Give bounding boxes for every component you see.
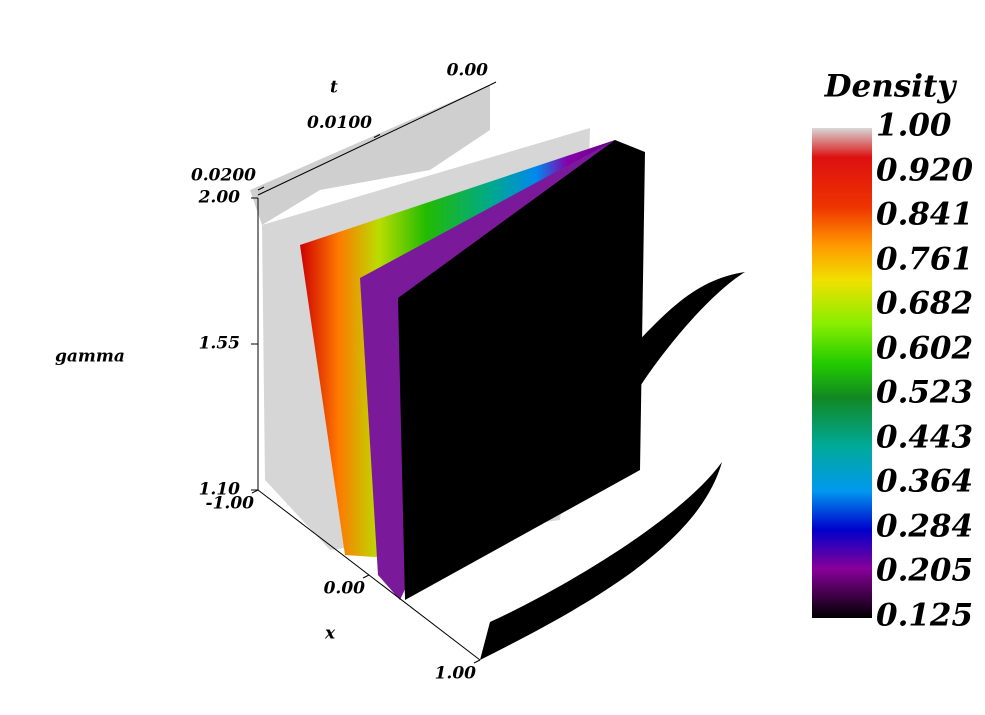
axis-title: t bbox=[330, 78, 338, 98]
tick-mark bbox=[473, 659, 481, 664]
colorbar-tick-label: 0.284 bbox=[876, 508, 973, 544]
tick-label: 0.00 bbox=[447, 61, 489, 81]
tick-mark bbox=[362, 574, 370, 579]
colorbar-tick-label: 0.364 bbox=[876, 464, 973, 500]
tick-label: 0.00 bbox=[324, 579, 366, 599]
axis-line bbox=[257, 84, 491, 196]
black-sheet bbox=[398, 140, 645, 600]
tick-label: 1.10 bbox=[199, 480, 241, 500]
colorbar-tick-label: 0.761 bbox=[876, 241, 973, 277]
tick-mark bbox=[489, 81, 497, 86]
axes: t gamma x bbox=[55, 78, 491, 661]
colorbar-tick-label: 0.682 bbox=[876, 286, 973, 322]
tick-label: 1.00 bbox=[435, 664, 477, 684]
shadow bbox=[620, 272, 745, 420]
colorbar bbox=[812, 128, 872, 618]
tick-mark bbox=[251, 489, 259, 494]
gray-sheet bbox=[250, 85, 490, 225]
colorbar-tick-label: 1.00 bbox=[876, 108, 952, 144]
tick-label: 0.0100 bbox=[307, 113, 372, 133]
colorbar-title: Density bbox=[824, 69, 958, 105]
tick-mark bbox=[257, 186, 265, 191]
colorbar-tick-label: 0.841 bbox=[876, 197, 973, 233]
colorbar-tick-label: 0.920 bbox=[876, 152, 974, 188]
colorbar-tick-label: 0.443 bbox=[876, 419, 973, 455]
tick-mark bbox=[373, 134, 381, 138]
colorbar-tick-label: 0.205 bbox=[876, 553, 973, 589]
surfaces bbox=[250, 85, 745, 660]
axis-title: x bbox=[324, 624, 336, 644]
shadow bbox=[480, 462, 722, 660]
colorbar-tick-label: 0.523 bbox=[876, 375, 973, 411]
colorbar-tick-label: 0.125 bbox=[876, 598, 973, 634]
tick-label: 0.0200 bbox=[191, 166, 256, 186]
tick-label: 1.55 bbox=[199, 334, 240, 354]
axis-title: gamma bbox=[55, 347, 125, 367]
tick-label: 2.00 bbox=[198, 188, 241, 208]
colorbar-tick-label: 0.602 bbox=[876, 330, 973, 366]
tick-label: -1.00 bbox=[206, 494, 255, 514]
